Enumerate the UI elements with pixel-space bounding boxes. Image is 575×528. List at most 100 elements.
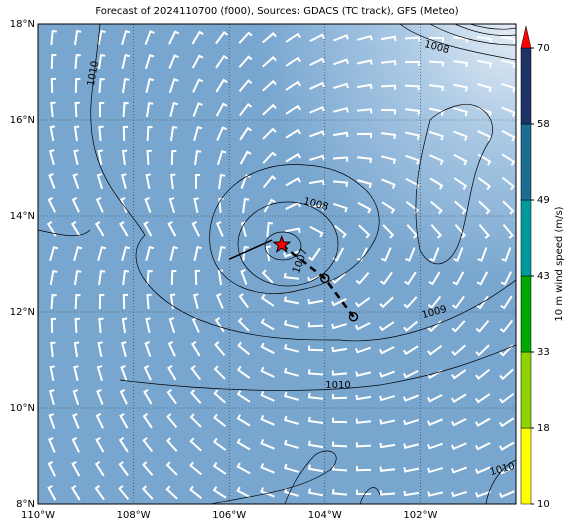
wind-barb xyxy=(73,269,82,286)
wind-barb xyxy=(143,388,153,405)
wind-barb xyxy=(307,488,324,497)
wind-barb xyxy=(331,323,348,330)
wind-barb xyxy=(427,442,443,450)
wind-barb xyxy=(97,149,103,166)
wind-barb xyxy=(146,269,153,286)
wind-barb xyxy=(403,443,420,449)
wind-barb xyxy=(284,367,300,377)
wind-barb xyxy=(498,465,515,475)
wind-barb xyxy=(452,271,465,286)
wind-barb xyxy=(331,370,348,376)
wind-barb xyxy=(429,130,444,141)
wind-barb xyxy=(72,389,80,405)
wind-barb xyxy=(144,341,152,357)
wind-barb xyxy=(478,224,490,239)
wind-barb xyxy=(74,293,81,310)
wind-barb xyxy=(47,460,56,477)
wind-barb xyxy=(169,101,179,118)
wind-barb xyxy=(331,417,348,424)
wind-barb xyxy=(477,247,488,262)
wind-barb xyxy=(238,293,249,309)
wind-barb xyxy=(355,346,371,354)
wind-barb xyxy=(404,84,421,91)
wind-barb xyxy=(48,173,56,189)
wind-barb xyxy=(49,269,58,286)
wind-barb xyxy=(144,197,152,213)
wind-barb xyxy=(306,274,323,283)
wind-barb xyxy=(284,463,300,473)
wind-barb xyxy=(475,368,491,380)
wind-barb xyxy=(477,130,492,142)
wind-barb xyxy=(212,486,227,499)
wind-barb xyxy=(308,179,325,186)
wind-barb xyxy=(50,341,56,358)
wind-barb xyxy=(121,246,131,262)
wind-barb xyxy=(189,461,203,476)
map-frame xyxy=(37,23,517,505)
wind-barb xyxy=(50,317,57,334)
wind-barb xyxy=(355,394,372,401)
colorbar-segment xyxy=(520,351,532,429)
wind-barb xyxy=(96,389,104,405)
wind-barb xyxy=(218,173,226,190)
wind-barb xyxy=(97,53,106,70)
wind-barb xyxy=(307,369,324,376)
wind-barb xyxy=(190,365,202,381)
wind-barb xyxy=(283,296,300,305)
colorbar-segment xyxy=(520,123,532,201)
wind-barb xyxy=(429,154,444,166)
wind-barb xyxy=(119,388,128,405)
wind-barb xyxy=(380,84,397,90)
contours xyxy=(38,24,516,504)
wind-barb xyxy=(380,35,397,42)
wind-barb xyxy=(476,36,493,44)
y-tick-label: 10°N xyxy=(10,403,35,414)
wind-barb xyxy=(167,220,177,237)
wind-barb xyxy=(236,486,251,499)
colorbar-tick-label: 33 xyxy=(537,347,550,358)
wind-barb xyxy=(120,197,128,213)
colorbar-segment xyxy=(520,427,532,505)
wind-barb xyxy=(500,59,516,69)
wind-barb xyxy=(382,224,395,239)
wind-barb xyxy=(72,413,80,429)
wind-barb xyxy=(406,224,419,239)
wind-barb xyxy=(48,389,55,406)
wind-barb xyxy=(213,413,227,428)
wind-barb xyxy=(73,365,79,382)
wind-barb xyxy=(144,30,155,45)
wind-barb xyxy=(429,200,443,215)
wind-barb xyxy=(309,154,325,161)
colorbar: 10 18 33 43 49 58 70 xyxy=(520,25,550,510)
wind-barb xyxy=(74,317,80,334)
wind-barb xyxy=(169,293,176,310)
wind-barb xyxy=(451,369,467,380)
wind-barb xyxy=(451,490,467,498)
wind-barb xyxy=(238,79,253,93)
wind-barb xyxy=(501,129,516,142)
wind-barb xyxy=(428,36,445,43)
wind-barb xyxy=(379,442,396,449)
colorbar-tick-label: 70 xyxy=(537,43,550,54)
x-tick-label: 106°W xyxy=(212,510,246,521)
wind-barb xyxy=(402,369,419,379)
wind-barb xyxy=(499,319,514,333)
wind-barb xyxy=(97,29,106,46)
wind-barb xyxy=(49,125,56,142)
wind-barb xyxy=(122,101,129,118)
wind-barb xyxy=(307,345,324,352)
wind-barb xyxy=(74,53,81,70)
wind-barb xyxy=(122,125,129,142)
wind-barb xyxy=(189,413,202,428)
wind-barb xyxy=(217,245,226,262)
wind-barb xyxy=(500,295,513,310)
wind-barb xyxy=(122,269,130,286)
wind-barb xyxy=(405,154,420,165)
wind-barb xyxy=(283,272,300,280)
wind-barb xyxy=(452,83,469,92)
wind-barb xyxy=(47,484,57,501)
wind-barb xyxy=(428,84,445,92)
wind-barb xyxy=(94,220,105,237)
wind-barb xyxy=(212,437,227,451)
wind-barb xyxy=(193,126,203,142)
